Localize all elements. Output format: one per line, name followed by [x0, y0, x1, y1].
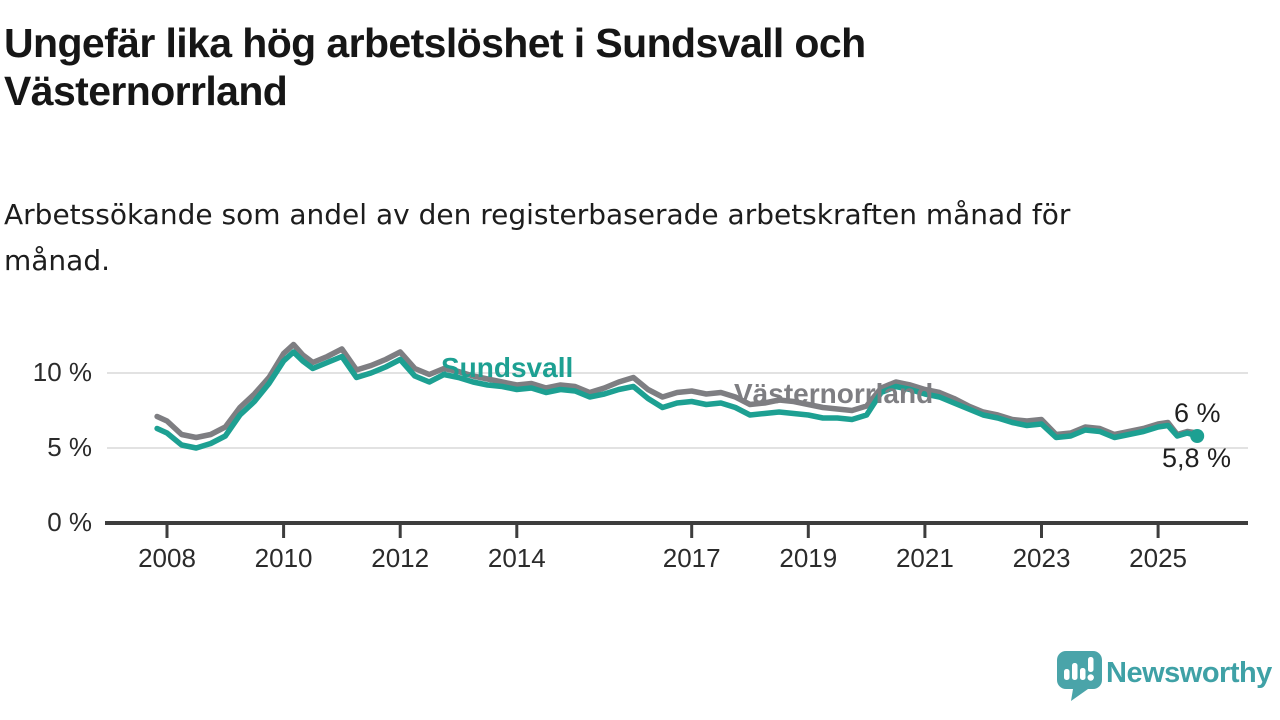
x-tick-label-2008: 2008 — [138, 543, 196, 573]
y-tick-label-5: 5 % — [47, 432, 92, 462]
end-value-label-sundsvall: 5,8 % — [1162, 443, 1232, 473]
newsworthy-logo-icon — [1057, 651, 1102, 701]
x-tick-label-2025: 2025 — [1129, 543, 1188, 573]
line-sundsvall — [154, 349, 1200, 451]
newsworthy-brand-name: Newsworthy — [1106, 657, 1272, 689]
end-value-label-vasternorrland: 6 % — [1174, 398, 1221, 428]
x-tick-label-2014: 2014 — [487, 543, 546, 573]
end-dot-sundsvall — [1190, 429, 1205, 443]
y-tick-label-0: 0 % — [47, 507, 92, 537]
series-label-sundsvall: Sundsvall — [441, 352, 574, 383]
page-title: Ungefär lika hög arbetslöshet i Sundsval… — [4, 20, 866, 114]
x-tick-label-2021: 2021 — [895, 543, 954, 573]
series-label-vasternorrland: Västernorrland — [734, 378, 934, 409]
line-vasternorrland — [154, 341, 1200, 441]
x-tick-label-2012: 2012 — [371, 543, 430, 573]
x-tick-label-2019: 2019 — [779, 543, 838, 573]
x-tick-label-2017: 2017 — [662, 543, 721, 573]
y-tick-label-10: 10 % — [32, 357, 92, 387]
x-tick-label-2010: 2010 — [254, 543, 313, 573]
x-tick-label-2023: 2023 — [1012, 543, 1071, 573]
newsworthy-brand: Newsworthy — [1050, 645, 1280, 705]
chart-subtitle: Arbetssökande som andel av den registerb… — [4, 198, 1071, 278]
